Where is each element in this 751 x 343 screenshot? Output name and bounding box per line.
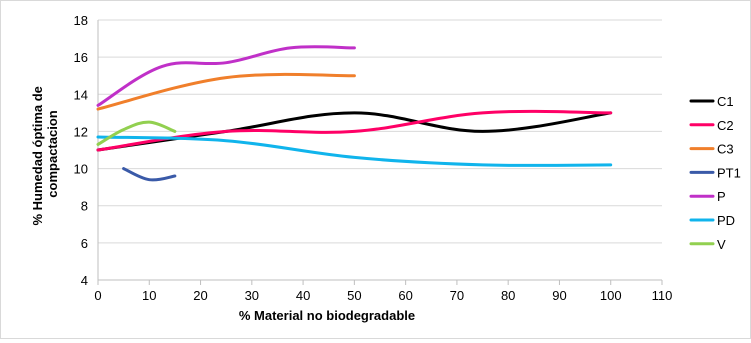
legend-label-v: V — [717, 237, 726, 252]
legend-entry-p: P — [689, 189, 726, 204]
x-tick-label-80: 80 — [501, 288, 515, 303]
y-tick-label-14: 14 — [74, 87, 88, 102]
legend-label-p: P — [717, 189, 726, 204]
legend-entry-v: V — [689, 237, 726, 252]
legend: C1 C2 C3 PT1 P PD V — [689, 94, 741, 252]
y-axis-title-line-1: % Humedad óptima de — [30, 86, 45, 225]
x-tick-label-70: 70 — [450, 288, 464, 303]
x-tick-label-100: 100 — [600, 288, 622, 303]
legend-entry-c2: C2 — [689, 118, 734, 133]
series-line-c2 — [96, 109, 613, 152]
x-tick-label-0: 0 — [94, 288, 101, 303]
x-tick-label-90: 90 — [552, 288, 566, 303]
y-tick-label-8: 8 — [81, 199, 88, 214]
y-axis-title-line-2: compactacion — [45, 110, 60, 197]
legend-entry-c3: C3 — [689, 142, 734, 157]
x-tick-label-60: 60 — [398, 288, 412, 303]
x-tick-labels: 0 10 20 30 40 50 60 70 80 90 100 110 — [94, 288, 672, 303]
y-tick-label-10: 10 — [74, 162, 88, 177]
x-tick-label-20: 20 — [193, 288, 207, 303]
y-tick-label-18: 18 — [74, 13, 88, 28]
series-line-pt1 — [122, 167, 177, 182]
y-tick-label-12: 12 — [74, 124, 88, 139]
legend-label-c2: C2 — [717, 118, 734, 133]
legend-entry-pt1: PT1 — [689, 165, 741, 180]
legend-entry-pd: PD — [689, 213, 735, 228]
x-tick-label-30: 30 — [245, 288, 259, 303]
y-tick-label-16: 16 — [74, 50, 88, 65]
series-line-p — [96, 45, 356, 107]
y-tick-labels: 4 6 8 10 12 14 16 18 — [74, 13, 88, 288]
grid-lines — [98, 19, 662, 244]
x-tick-label-110: 110 — [652, 288, 673, 303]
legend-label-c1: C1 — [717, 94, 734, 109]
series-line-pd — [96, 135, 613, 167]
legend-entry-c1: C1 — [689, 94, 734, 109]
series-line-v — [96, 120, 177, 146]
x-axis-title: % Material no biodegradable — [239, 308, 415, 323]
series-line-c3 — [96, 72, 356, 111]
series-layer — [96, 45, 613, 182]
legend-label-pd: PD — [717, 213, 735, 228]
axes — [97, 20, 663, 285]
y-axis-title: % Humedad óptima de compactacion — [30, 82, 60, 225]
y-tick-label-6: 6 — [81, 236, 88, 251]
legend-label-pt1: PT1 — [717, 165, 741, 180]
x-tick-label-40: 40 — [296, 288, 310, 303]
x-tick-label-10: 10 — [142, 288, 156, 303]
legend-label-c3: C3 — [717, 142, 734, 157]
y-tick-label-4: 4 — [81, 273, 88, 288]
x-tick-label-50: 50 — [347, 288, 361, 303]
